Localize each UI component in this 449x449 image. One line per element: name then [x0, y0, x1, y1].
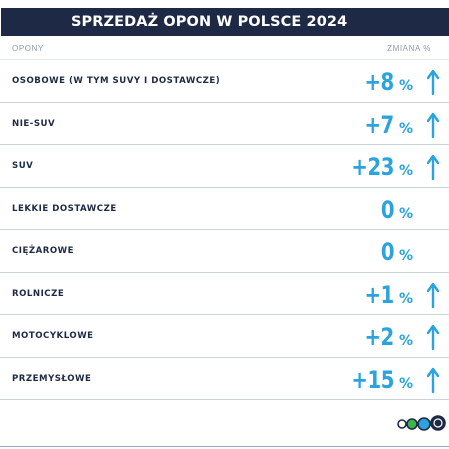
row-label: CIĘŻAROWE — [12, 246, 75, 256]
row-change-value: +15 % — [342, 358, 413, 400]
table-row: ROLNICZE +1 % — [0, 273, 449, 315]
percent-sign: % — [398, 163, 413, 179]
percent-sign: % — [398, 205, 413, 222]
percent-sign: % — [398, 120, 413, 137]
change-number: +8 — [364, 68, 395, 96]
arrow-up-icon — [427, 282, 439, 308]
table-row: LEKKIE DOSTAWCZE 0 % — [0, 188, 449, 230]
change-number: 0 — [380, 195, 395, 224]
row-change-value: 0 % — [378, 188, 413, 230]
row-label: PRZEMYSŁOWE — [12, 373, 92, 384]
row-label: MOTOCYKLOWE — [12, 331, 94, 341]
data-table: OSOBOWE (W TYM SUVY I DOSTAWCZE) +8 % NIE-… — [0, 60, 449, 400]
table-row: CIĘŻAROWE 0 % — [0, 230, 449, 273]
arrow-up-icon — [427, 154, 439, 180]
row-label: LEKKIE DOSTAWCZE — [12, 203, 117, 214]
row-label: SUV — [12, 161, 34, 171]
percent-sign: % — [398, 333, 413, 349]
arrow-up-icon — [427, 112, 439, 138]
chart-title: SPRZEDAŻ OPON W POLSCE 2024 — [1, 8, 449, 36]
table-row: PRZEMYSŁOWE +15 % — [0, 358, 449, 400]
change-number: +23 — [351, 153, 394, 181]
row-change-value: +7 % — [358, 103, 413, 145]
change-number: 0 — [380, 238, 395, 266]
table-row: MOTOCYKLOWE +2 % — [0, 315, 449, 358]
percent-sign: % — [398, 248, 413, 264]
percent-sign: % — [398, 290, 413, 307]
table-row: OSOBOWE (W TYM SUVY I DOSTAWCZE) +8 % — [0, 60, 449, 103]
column-header-tyres: OPONY — [12, 44, 44, 53]
row-label: ROLNICZE — [12, 288, 65, 299]
percent-sign: % — [398, 375, 413, 392]
change-number: +2 — [364, 323, 395, 351]
row-change-value: +1 % — [358, 273, 413, 315]
change-number: +7 — [364, 110, 395, 139]
table-row: SUV +23 % — [0, 145, 449, 188]
four-circles-logo-icon — [397, 415, 446, 431]
table-row: NIE-SUV +7 % — [0, 103, 449, 145]
column-header-change: ZMIANA % — [387, 44, 431, 53]
row-change-value: +8 % — [358, 60, 413, 102]
divider — [0, 59, 449, 60]
row-change-value: +2 % — [358, 315, 413, 357]
arrow-up-icon — [427, 324, 439, 350]
change-number: +1 — [364, 280, 395, 309]
change-number: +15 — [351, 365, 394, 394]
arrow-up-icon — [427, 69, 439, 95]
percent-sign: % — [398, 78, 413, 94]
divider-bottom — [0, 446, 449, 447]
row-change-value: 0 % — [378, 230, 413, 272]
row-label: NIE-SUV — [12, 118, 56, 129]
arrow-up-icon — [427, 367, 439, 393]
row-label: OSOBOWE (W TYM SUVY I DOSTAWCZE) — [12, 76, 221, 86]
row-change-value: +23 % — [342, 145, 413, 187]
column-headers: OPONY ZMIANA % — [0, 40, 449, 60]
